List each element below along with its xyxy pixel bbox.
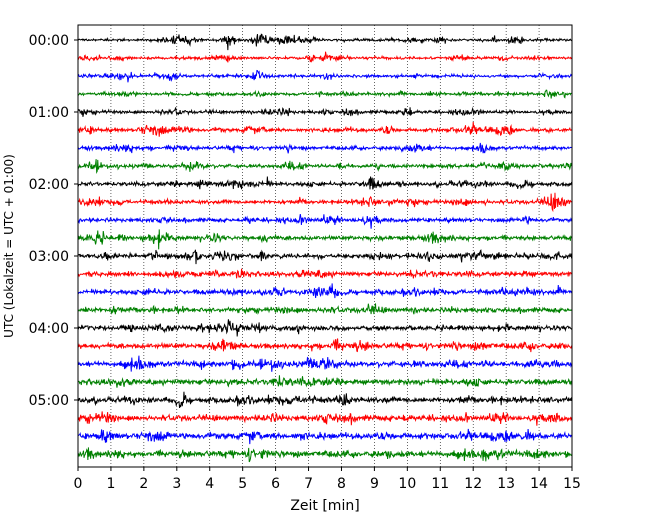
seismogram-trace — [77, 192, 573, 213]
x-tick-label: 7 — [304, 476, 313, 492]
x-tick-label: 10 — [398, 476, 416, 492]
seismogram-trace — [77, 303, 573, 315]
seismogram-trace — [77, 355, 573, 372]
y-tick-label: 00:00 — [29, 33, 69, 49]
x-tick-label: 4 — [205, 476, 214, 492]
x-tick-label: 8 — [337, 476, 346, 492]
x-tick-label: 2 — [139, 476, 148, 492]
seismogram-trace — [77, 447, 573, 463]
seismogram-trace — [77, 106, 573, 117]
seismogram-trace — [77, 319, 573, 337]
seismogram-trace — [77, 249, 573, 265]
seismogram-trace — [77, 375, 573, 388]
x-tick-label: 3 — [172, 476, 181, 492]
seismogram-trace — [77, 159, 573, 175]
y-tick-label: 04:00 — [29, 321, 69, 337]
y-axis-label: UTC (Lokalzeit = UTC + 01:00) — [2, 154, 16, 338]
plot-background — [78, 25, 572, 467]
y-tick-label: 01:00 — [29, 105, 69, 121]
y-tick-label: 05:00 — [29, 393, 69, 409]
x-tick-label: 14 — [530, 476, 548, 492]
x-tick-label: 11 — [431, 476, 449, 492]
x-axis-label: Zeit [min] — [290, 498, 359, 514]
x-tick-label: 0 — [74, 476, 83, 492]
seismogram-traces — [77, 33, 573, 463]
y-tick-label: 03:00 — [29, 249, 69, 265]
x-tick-label: 13 — [497, 476, 515, 492]
seismogram-trace — [77, 176, 573, 190]
x-axis-ticks: 0 1 2 3 4 5 6 7 8 9 10 11 12 13 14 15 — [74, 467, 581, 492]
seismogram-trace — [77, 428, 573, 445]
seismogram-trace — [77, 268, 573, 280]
x-tick-label: 5 — [238, 476, 247, 492]
x-tick-label: 9 — [370, 476, 379, 492]
x-tick-label: 15 — [563, 476, 581, 492]
x-tick-label: 6 — [271, 476, 280, 492]
seismogram-trace — [77, 411, 573, 426]
seismogram-trace — [77, 142, 573, 154]
seismogram-trace — [77, 89, 573, 99]
plot-frame — [77, 24, 573, 468]
seismogram-trace — [77, 51, 573, 63]
seismogram-trace — [77, 69, 573, 83]
seismogram-trace — [77, 391, 573, 409]
seismogram-trace — [77, 33, 573, 51]
seismogram-trace — [77, 229, 573, 250]
y-tick-label: 02:00 — [29, 177, 69, 193]
seismogram-trace — [77, 121, 573, 137]
x-tick-label: 1 — [106, 476, 115, 492]
seismogram-trace — [77, 213, 573, 229]
seismogram-trace — [77, 338, 573, 353]
y-axis-ticks: 00:00 01:00 02:00 03:00 04:00 05:00 — [29, 33, 78, 409]
x-tick-label: 12 — [464, 476, 482, 492]
seismogram-trace — [77, 283, 573, 299]
